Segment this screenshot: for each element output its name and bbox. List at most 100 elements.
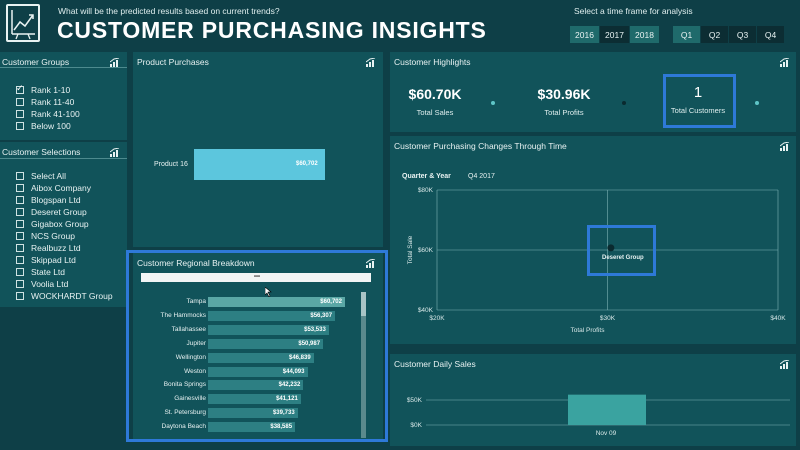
legend-label: Quarter & Year xyxy=(402,173,451,180)
legend-value: Q4 2017 xyxy=(468,173,495,180)
checkbox[interactable] xyxy=(16,97,24,106)
chart-focus-icon[interactable] xyxy=(110,148,120,157)
selection-option[interactable]: Select All xyxy=(16,170,66,181)
highlight-box xyxy=(126,250,388,442)
visual-header-bar[interactable]: ▬ xyxy=(141,273,371,282)
region-name: The Hammocks xyxy=(160,311,206,319)
customer-highlights-panel: Customer Highlights xyxy=(390,52,796,132)
checkbox[interactable] xyxy=(16,243,24,252)
region-bar[interactable]: $56,307 xyxy=(208,310,336,321)
region-bar[interactable]: $41,121 xyxy=(208,394,301,405)
chart-focus-icon[interactable] xyxy=(366,259,376,268)
quarter-button-q1[interactable]: Q1 xyxy=(673,26,700,43)
total-profits-label: Total Profits xyxy=(544,108,584,117)
checkbox[interactable] xyxy=(16,267,24,276)
y-tick-label: $0K xyxy=(410,422,422,429)
page-title: CUSTOMER PURCHASING INSIGHTS xyxy=(57,17,487,43)
timeframe-label: Select a time frame for analysis xyxy=(574,6,693,16)
selection-option[interactable]: State Ltd xyxy=(16,266,65,277)
group-option-rank-1-10[interactable]: Rank 1-10 xyxy=(16,83,70,95)
selection-option[interactable]: Voolia Ltd xyxy=(16,278,68,289)
selection-option[interactable]: WOCKHARDT Group xyxy=(16,290,113,301)
selection-option[interactable]: Aibox Company xyxy=(16,182,91,193)
checkbox[interactable] xyxy=(16,231,24,240)
chart-focus-icon[interactable] xyxy=(780,360,790,369)
checkbox[interactable] xyxy=(16,255,24,264)
total-customers-label: Total Customers xyxy=(670,106,726,115)
region-bar-value: $60,702 xyxy=(320,299,342,305)
checkbox[interactable] xyxy=(16,291,24,300)
product-bar[interactable] xyxy=(194,149,325,180)
region-bar-value: $42,232 xyxy=(278,382,301,389)
total-sales-label: Total Sales xyxy=(416,108,454,117)
checkbox[interactable] xyxy=(16,195,24,204)
customer-highlights-title: Customer Highlights xyxy=(394,57,471,67)
selection-option[interactable]: Deseret Group xyxy=(16,206,87,217)
quarter-button-q4[interactable]: Q4 xyxy=(757,26,784,43)
group-option-rank-11-40[interactable]: Rank 11-40 xyxy=(16,96,74,107)
quarter-button-q2[interactable]: Q2 xyxy=(701,26,728,43)
region-bar[interactable]: $60,702 xyxy=(208,297,345,307)
region-bar[interactable]: $46,839 xyxy=(208,352,314,363)
checkbox[interactable] xyxy=(16,171,24,180)
checkbox[interactable] xyxy=(16,219,24,228)
selection-option[interactable]: Gigabox Group xyxy=(16,218,89,229)
regional-breakdown-title: Customer Regional Breakdown xyxy=(137,258,255,268)
region-bar-value: $50,987 xyxy=(298,340,321,347)
scrollbar[interactable] xyxy=(361,292,366,438)
product-purchases-title: Product Purchases xyxy=(137,57,209,67)
daily-sales-bar xyxy=(568,394,646,425)
quarter-button-q3[interactable]: Q3 xyxy=(729,26,756,43)
chart-focus-icon[interactable] xyxy=(110,58,120,67)
region-name: St. Petersburg xyxy=(164,409,206,417)
drag-handle-icon[interactable]: ▬ xyxy=(254,273,260,279)
y-tick-label: $50K xyxy=(407,397,423,404)
scatter-point xyxy=(607,244,615,252)
year-button-2016[interactable]: 2016 xyxy=(570,26,599,43)
checkbox[interactable] xyxy=(16,109,24,118)
region-name: Daytona Beach xyxy=(161,423,206,431)
region-bar-value: $56,307 xyxy=(310,312,333,319)
scrollbar-thumb[interactable] xyxy=(361,292,366,316)
selection-option[interactable]: NCS Group xyxy=(16,230,75,241)
region-bar-value: $44,093 xyxy=(282,368,305,375)
region-bar[interactable]: $44,093 xyxy=(208,366,308,377)
x-tick-label: Nov 09 xyxy=(596,430,617,437)
daily-sales-title: Customer Daily Sales xyxy=(394,359,476,369)
region-name: Bonita Springs xyxy=(163,381,206,389)
x-tick-label: $20K xyxy=(429,315,445,322)
group-option-rank-41-100[interactable]: Rank 41-100 xyxy=(16,108,80,119)
total-sales-value: $60.70K xyxy=(408,86,462,102)
region-bar[interactable]: $42,232 xyxy=(208,380,304,391)
region-bar-value: $41,121 xyxy=(276,396,298,403)
chart-focus-icon[interactable] xyxy=(366,58,376,67)
region-bar[interactable]: $38,585 xyxy=(208,422,296,433)
scatter-point-label: Deseret Group xyxy=(602,255,644,261)
year-button-2018[interactable]: 2018 xyxy=(630,26,659,43)
x-axis-title: Total Profits xyxy=(571,327,606,334)
checkbox[interactable] xyxy=(16,183,24,192)
checkbox-checked[interactable] xyxy=(16,83,24,94)
checkbox[interactable] xyxy=(16,279,24,288)
selection-option[interactable]: Realbuzz Ltd xyxy=(16,242,81,253)
total-customers-value: 1 xyxy=(693,84,703,101)
group-option-below-100[interactable]: Below 100 xyxy=(16,120,71,131)
selection-option[interactable]: Skippad Ltd xyxy=(16,254,76,265)
y-tick-label: $40K xyxy=(418,307,434,314)
year-button-2017[interactable]: 2017 xyxy=(600,26,629,43)
x-tick-label: $30K xyxy=(600,315,616,322)
chart-focus-icon[interactable] xyxy=(780,58,790,67)
region-bar-value: $53,533 xyxy=(304,326,326,333)
kpi-dot xyxy=(491,101,495,105)
region-bar[interactable]: $50,987 xyxy=(208,338,324,349)
checkbox[interactable] xyxy=(16,207,24,216)
checkbox[interactable] xyxy=(16,121,24,130)
chart-focus-icon[interactable] xyxy=(780,142,790,151)
region-bar[interactable]: $53,533 xyxy=(208,324,329,335)
customer-groups-title: Customer Groups xyxy=(2,57,70,67)
selection-option[interactable]: Blogspan Ltd xyxy=(16,194,81,205)
region-name: Jupiter xyxy=(186,339,206,347)
kpi-dot xyxy=(755,101,759,105)
region-bar[interactable]: $39,733 xyxy=(208,408,298,419)
